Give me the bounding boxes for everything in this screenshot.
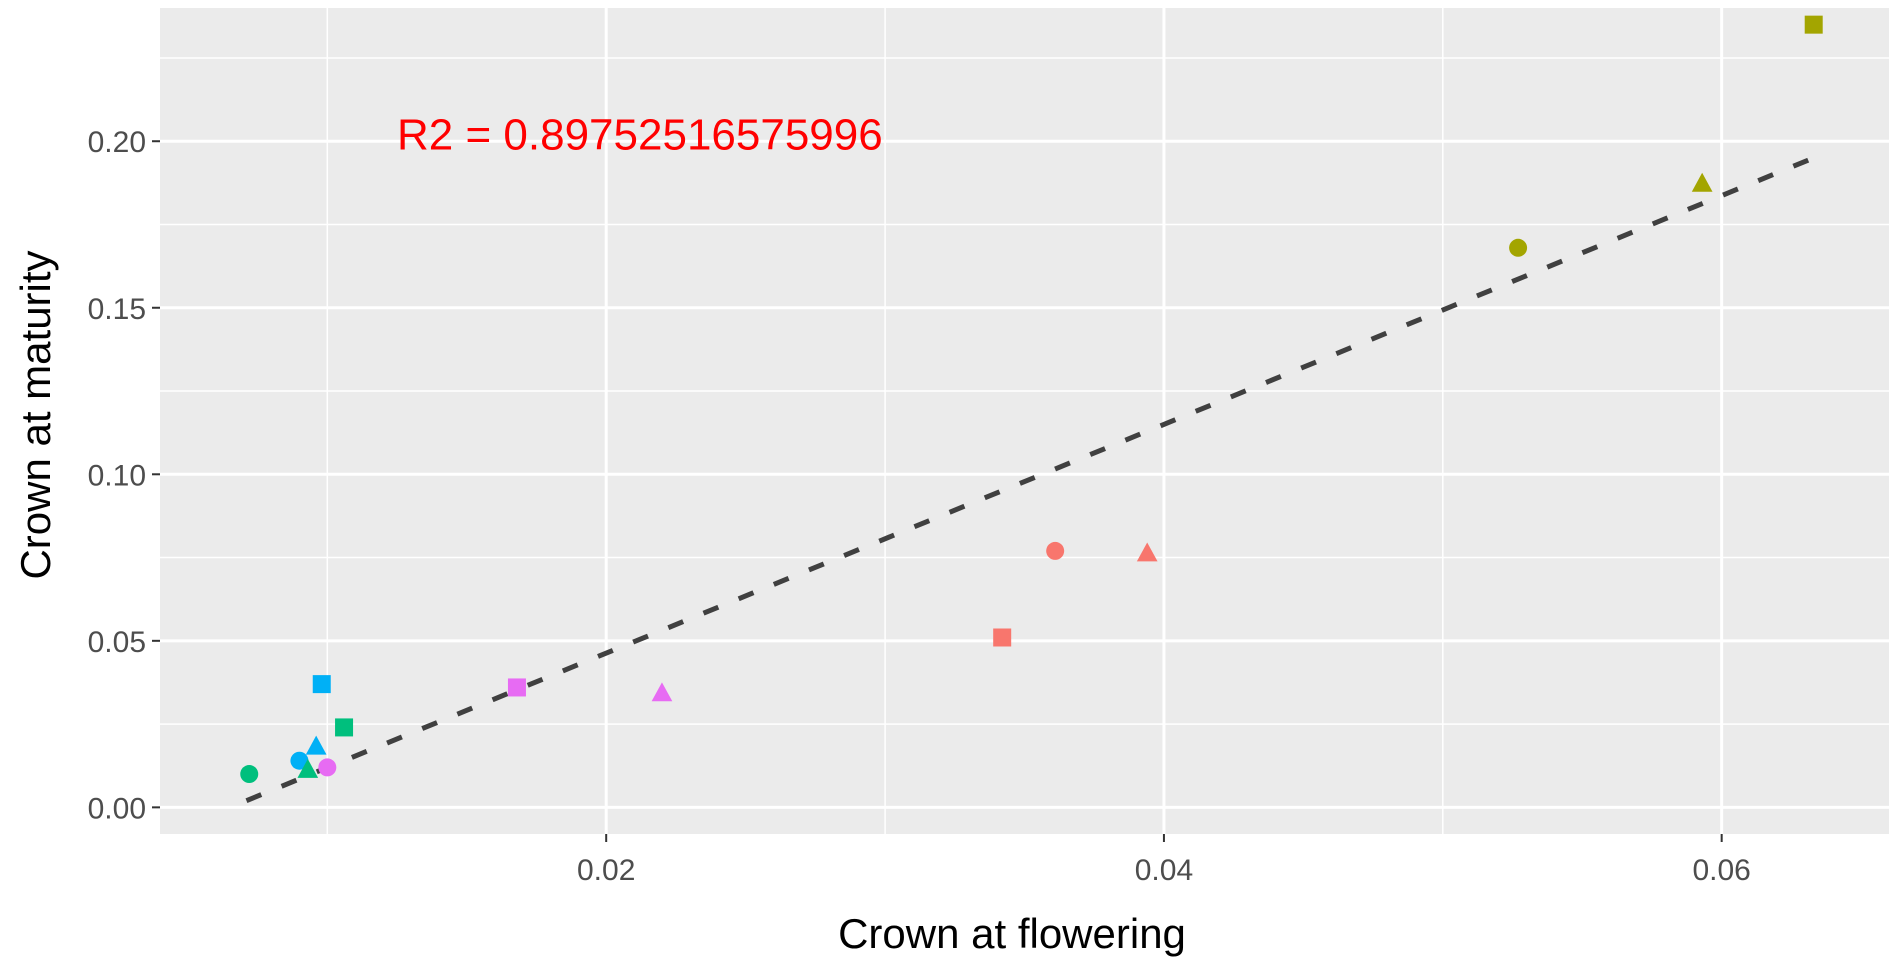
- data-point-square: [993, 628, 1012, 647]
- x-axis-title: Crown at flowering: [838, 910, 1186, 957]
- y-tick-label: 0.00: [88, 792, 146, 825]
- data-point-triangle: [297, 758, 319, 778]
- y-axis-ticks: 0.00 0.05 0.10 0.15 0.20: [88, 126, 160, 825]
- plot-panel: [160, 8, 1889, 834]
- data-point-circle: [290, 751, 309, 770]
- x-tick-label: 0.06: [1692, 854, 1750, 887]
- major-gridlines: [160, 8, 1889, 834]
- y-axis-title: Crown at maturity: [12, 250, 59, 579]
- x-axis-ticks: 0.02 0.04 0.06: [577, 834, 1751, 887]
- data-point-square: [507, 678, 526, 697]
- trendline-group: [245, 155, 1815, 804]
- y-tick-label: 0.10: [88, 459, 146, 492]
- y-tick-label: 0.05: [88, 626, 146, 659]
- data-point-triangle: [1136, 542, 1158, 562]
- y-tick-label: 0.15: [88, 293, 146, 326]
- data-point-triangle: [305, 735, 327, 755]
- data-point-circle: [240, 765, 259, 784]
- data-point-circle: [1046, 541, 1065, 560]
- y-tick-label: 0.20: [88, 126, 146, 159]
- data-points: [240, 15, 1823, 784]
- data-point-square: [335, 718, 354, 737]
- r2-annotation: R2 = 0.89752516575996: [397, 111, 883, 160]
- data-point-triangle: [1691, 172, 1713, 192]
- data-point-triangle: [651, 682, 673, 702]
- x-tick-label: 0.02: [577, 854, 635, 887]
- trendline: [245, 155, 1815, 804]
- data-point-square: [312, 675, 331, 694]
- data-point-circle: [318, 758, 337, 777]
- minor-gridlines: [160, 8, 1889, 834]
- data-point-square: [1804, 15, 1823, 34]
- x-tick-label: 0.04: [1135, 854, 1193, 887]
- data-point-circle: [1509, 238, 1528, 257]
